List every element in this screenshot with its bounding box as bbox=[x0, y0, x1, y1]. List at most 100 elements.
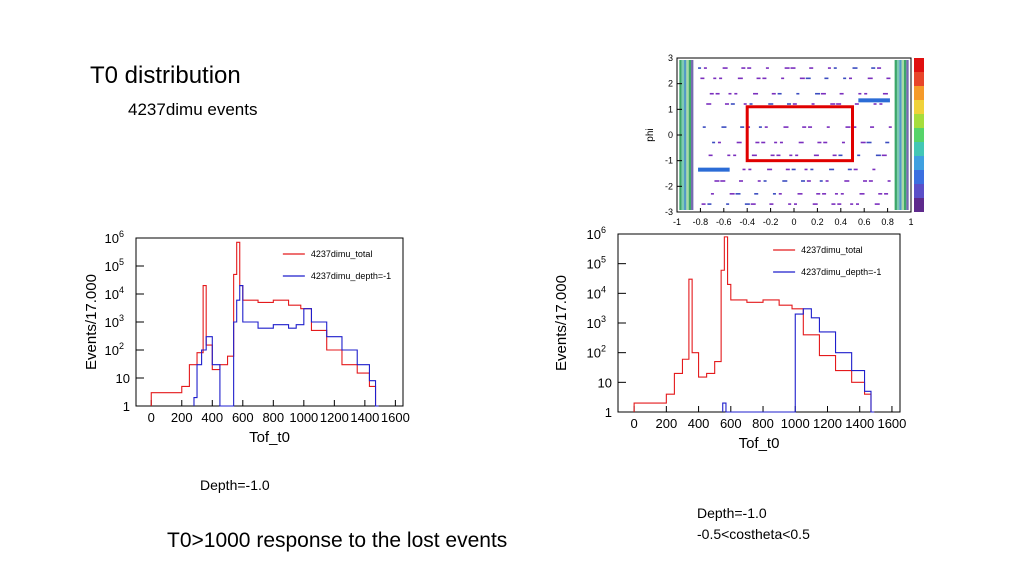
heatmap-column-right bbox=[906, 60, 909, 210]
heatmap-cell bbox=[708, 154, 713, 157]
heatmap-cell bbox=[810, 168, 814, 171]
color-scale-segment bbox=[914, 128, 924, 142]
heatmap-cell bbox=[819, 180, 823, 182]
y-tick-label: 1 bbox=[668, 104, 673, 114]
heatmap-cell bbox=[885, 141, 890, 144]
y-tick-label: 103 bbox=[587, 314, 606, 331]
x-tick-label: 600 bbox=[720, 416, 742, 431]
heatmap-cell bbox=[874, 203, 880, 205]
cut-region-box bbox=[745, 105, 854, 163]
heatmap-cell bbox=[795, 154, 799, 157]
phi-costheta-heatmap: -1 -0.8 -0.6 -0.4 -0.2 0 0.2 0.4 0.6 0.8 1 -3 -2 -1 0 1… bbox=[645, 53, 924, 227]
heatmap-cell bbox=[781, 77, 785, 80]
heatmap-cell bbox=[845, 126, 851, 128]
x-tick-label: 200 bbox=[655, 416, 677, 431]
plot-frame bbox=[135, 237, 404, 407]
heatmap-cell bbox=[730, 103, 735, 105]
heatmap-column-right bbox=[901, 60, 904, 210]
heatmap-cell bbox=[852, 67, 858, 69]
heatmap-cell bbox=[840, 193, 844, 195]
legend-label: 4237dimu_depth=-1 bbox=[801, 267, 881, 277]
heatmap-cell bbox=[825, 180, 829, 182]
y-tick-label: -1 bbox=[665, 156, 673, 166]
heatmap-cell bbox=[827, 67, 831, 69]
heatmap-column-right bbox=[903, 60, 907, 210]
heatmap-cell bbox=[784, 67, 790, 69]
heatmap-cell bbox=[824, 77, 829, 80]
x-tick-label: 0.2 bbox=[811, 217, 824, 227]
heatmap-cell bbox=[830, 103, 836, 105]
heatmap-column-left bbox=[681, 60, 685, 210]
y-tick-exponent: 6 bbox=[119, 229, 124, 239]
histogram-right: 0 200 400 600 800 1000 1200 1400 1600 1 10 102 103 10… bbox=[553, 225, 906, 452]
y-tick-label: 1 bbox=[605, 405, 612, 420]
heatmap-cell bbox=[881, 154, 887, 157]
heatmap-cell bbox=[742, 168, 746, 171]
color-scale-segment bbox=[914, 72, 924, 86]
heatmap-cell bbox=[833, 67, 837, 69]
heatmap-cell bbox=[805, 77, 811, 80]
heatmap-cell bbox=[836, 103, 842, 105]
x-tick-label: 1400 bbox=[845, 416, 874, 431]
x-tick-label: -0.6 bbox=[716, 217, 732, 227]
heatmap-cell bbox=[796, 92, 800, 95]
x-tick-label: 0 bbox=[791, 217, 796, 227]
heatmap-cell bbox=[769, 203, 774, 205]
heatmap-column-left bbox=[688, 60, 692, 210]
heatmap-cell bbox=[702, 126, 706, 128]
x-tick-label: 1200 bbox=[320, 410, 349, 425]
x-tick-label: 400 bbox=[201, 410, 223, 425]
heatmap-cell bbox=[850, 203, 854, 205]
heatmap-cell bbox=[834, 193, 838, 195]
heatmap-cell bbox=[728, 92, 732, 95]
heatmap-cell bbox=[872, 168, 876, 171]
heatmap-cell bbox=[866, 141, 872, 144]
heatmap-cell bbox=[729, 193, 735, 195]
heatmap-cell bbox=[802, 126, 807, 128]
heatmap-cell bbox=[858, 92, 862, 95]
heatmap-cell bbox=[884, 193, 889, 195]
heatmap-cell bbox=[751, 154, 757, 157]
heatmap-cell bbox=[783, 126, 789, 128]
heatmap-frame bbox=[676, 57, 912, 213]
heatmap-column-right bbox=[899, 60, 902, 210]
heatmap-cell bbox=[744, 203, 750, 205]
heatmap-cell bbox=[726, 203, 730, 205]
y-tick-label: 104 bbox=[587, 284, 606, 301]
heatmap-cell bbox=[747, 67, 752, 69]
color-scale-segment bbox=[914, 198, 924, 212]
y-tick-label: 10 bbox=[598, 375, 612, 390]
heatmap-cell bbox=[887, 180, 891, 182]
heatmap-cell bbox=[841, 141, 845, 144]
heatmap-cell bbox=[743, 103, 747, 105]
heatmap-cell bbox=[879, 103, 883, 105]
x-tick-label: 0.4 bbox=[835, 217, 848, 227]
heatmap-cell bbox=[888, 126, 892, 128]
heatmap-column-right bbox=[896, 60, 900, 210]
heatmap-cell bbox=[734, 92, 738, 95]
heatmap-cell bbox=[873, 103, 877, 105]
heatmap-cell bbox=[749, 103, 753, 105]
heatmap-cell bbox=[864, 92, 868, 95]
x-tick-label: 0 bbox=[630, 416, 637, 431]
heatmap-cell bbox=[762, 77, 767, 80]
heatmap-cell bbox=[782, 180, 788, 182]
y-tick-label: 105 bbox=[587, 255, 606, 272]
x-tick-label: -0.8 bbox=[693, 217, 709, 227]
heatmap-cell bbox=[812, 203, 818, 205]
heatmap-cell bbox=[798, 141, 804, 144]
x-axis-label: Tof_t0 bbox=[739, 435, 780, 452]
heatmap-cell bbox=[757, 180, 761, 182]
color-scale-segment bbox=[914, 58, 924, 72]
x-tick-label: 800 bbox=[262, 410, 284, 425]
heatmap-cell bbox=[714, 180, 720, 182]
heatmap-cell bbox=[767, 168, 773, 171]
heatmap-cell bbox=[754, 193, 759, 195]
caption-left: Depth=-1.0 bbox=[200, 477, 270, 493]
heatmap-cell bbox=[811, 103, 815, 105]
series-line-depth bbox=[722, 308, 875, 413]
heatmap-cell bbox=[878, 193, 883, 195]
y-tick-exponent: 3 bbox=[119, 313, 124, 323]
heatmap-column-right bbox=[894, 60, 897, 210]
y-tick-exponent: 5 bbox=[601, 255, 606, 265]
